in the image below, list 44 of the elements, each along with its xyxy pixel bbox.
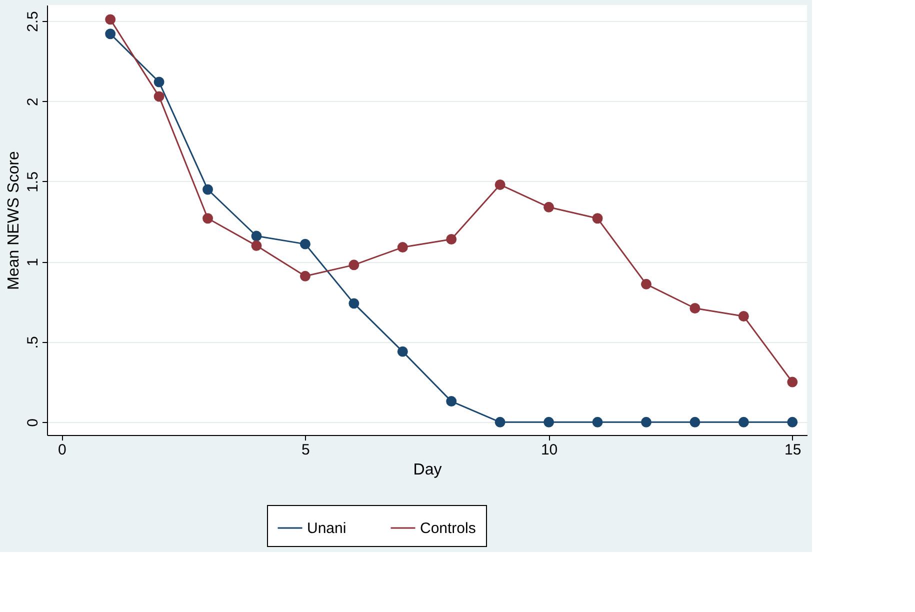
point [202, 213, 214, 224]
point [690, 416, 700, 428]
y-axis-title: Mean NEWS Score [6, 151, 22, 290]
point [494, 179, 506, 190]
point [348, 298, 360, 309]
point [300, 270, 310, 282]
point [300, 238, 310, 250]
point [787, 376, 798, 388]
x-tick-label: 10 [540, 442, 558, 458]
point [397, 346, 408, 357]
point [251, 230, 262, 242]
x-tick-label: 15 [784, 442, 802, 458]
point [202, 184, 214, 195]
y-tick-label: .5 [24, 336, 42, 349]
point [592, 416, 603, 428]
y-tick-label: 2 [24, 98, 42, 106]
point [544, 202, 554, 212]
point [592, 213, 603, 224]
y-tick-label: 0 [24, 418, 42, 427]
legend-label: Controls [420, 520, 476, 537]
point [348, 260, 360, 270]
point [105, 14, 116, 25]
point [105, 28, 116, 40]
x-tick-label: 5 [302, 442, 310, 458]
point [494, 416, 506, 428]
point [397, 242, 408, 253]
point [154, 91, 164, 102]
point [251, 240, 262, 251]
point [738, 311, 749, 322]
point [446, 234, 457, 244]
x-tick-label: 0 [58, 442, 66, 458]
y-tick-label: 1 [24, 258, 42, 266]
point [446, 396, 457, 407]
point [154, 76, 164, 88]
point [544, 416, 554, 428]
point [787, 416, 798, 428]
legend-label: Unani [307, 520, 346, 537]
point [690, 303, 700, 314]
y-tick-label: 2.5 [24, 11, 42, 32]
point [640, 278, 652, 290]
y-tick-label: 1.5 [24, 172, 42, 192]
x-axis-title: Day [413, 462, 442, 478]
point [640, 416, 652, 428]
point [738, 416, 749, 428]
